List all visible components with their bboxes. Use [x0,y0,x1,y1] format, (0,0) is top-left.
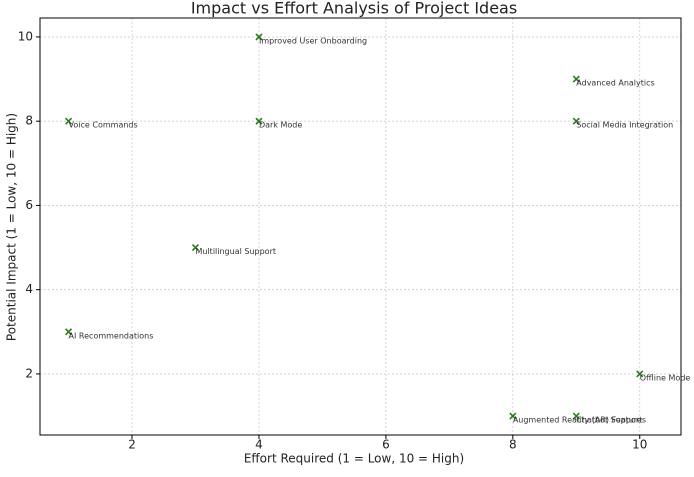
x-tick-label: 4 [255,438,263,452]
marker [255,33,263,41]
y-tick-label: 8 [25,114,33,128]
y-tick-label: 4 [25,282,33,296]
y-tick-label: 10 [18,29,33,43]
chart-title: Impact vs Effort Analysis of Project Ide… [191,0,517,18]
marker [255,117,263,125]
marker [64,328,73,336]
point-label: Improved User Onboarding [259,36,367,45]
point-label: Dark Mode [259,121,302,130]
plot-frame [39,17,682,436]
y-axis-label: Potential Impact (1 = Low, 10 = High) [5,113,19,341]
point-label: AI Recommendations [69,331,154,340]
x-tick-label: 6 [382,438,390,452]
point-label: Offline Mode [640,373,691,382]
x-axis-label: Effort Required (1 = Low, 10 = High) [244,452,464,466]
marker [572,412,580,420]
marker [509,412,517,420]
point-label: Augmented Reality (AR) Features [513,416,646,425]
marker [636,370,644,378]
x-tick-label: 8 [509,438,517,452]
point-label: Social Media Integration [576,121,673,130]
point-label: Advanced Analytics [576,79,654,88]
marker [572,75,580,83]
y-tick-label: 6 [25,198,33,212]
x-tick-label: 10 [632,438,647,452]
marker [64,117,73,125]
y-tick-label: 2 [25,366,33,380]
x-tick-label: 2 [128,438,136,452]
point-label: Voice Commands [69,121,138,130]
point-label: Chatbot Support [576,416,642,425]
marker [191,243,200,252]
marker [572,117,580,125]
point-label: Multilingual Support [195,247,276,256]
